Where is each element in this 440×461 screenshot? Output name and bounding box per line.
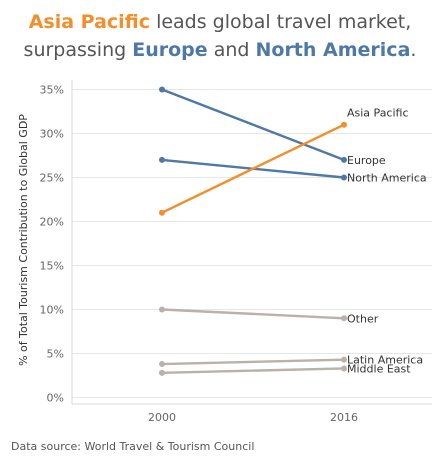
point-asia-pacific-2016 [341, 121, 347, 128]
point-europe-2016 [341, 156, 347, 163]
point-latin-america-2000 [159, 361, 165, 368]
chart-title: Asia Pacific leads global travel market,… [0, 8, 440, 64]
point-latin-america-2016 [341, 356, 347, 363]
y-tick-label-0: 0% [47, 392, 64, 405]
y-axis-title: % of Total Tourism Contribution to Globa… [17, 114, 30, 366]
y-tick-label-30: 30% [40, 128, 64, 141]
point-other-2016 [341, 315, 347, 322]
point-other-2000 [159, 306, 165, 313]
end-label-middle-east: Middle East [347, 362, 411, 375]
y-tick-label-20: 20% [40, 216, 64, 229]
y-tick-label-15: 15% [40, 260, 64, 273]
point-europe-2000 [159, 86, 165, 93]
title-line-1: Asia Pacific leads global travel market, [0, 8, 440, 36]
point-middle-east-2016 [341, 365, 347, 372]
title-highlight-north-america: North America [255, 39, 411, 61]
x-tick-label-2016: 2016 [330, 411, 358, 424]
y-tick-label-35: 35% [40, 84, 64, 97]
end-label-latin-america: Latin America [347, 354, 423, 367]
point-asia-pacific-2000 [159, 209, 165, 216]
title-highlight-europe: Europe [132, 39, 208, 61]
point-middle-east-2000 [159, 369, 165, 376]
series-line-latin-america [161, 358, 345, 366]
point-north-america-2000 [159, 156, 165, 163]
series-line-asia-pacific [161, 123, 345, 214]
title-line-2-suffix: . [410, 39, 417, 61]
y-tick-label-25: 25% [40, 172, 64, 185]
title-highlight-asia-pacific: Asia Pacific [28, 11, 151, 33]
title-line-2-mid: and [207, 39, 256, 61]
title-line-1-rest: leads global travel market, [150, 11, 412, 33]
series-line-middle-east [161, 367, 345, 375]
end-label-asia-pacific: Asia Pacific [347, 107, 409, 120]
end-label-other: Other [347, 312, 379, 325]
title-line-2-prefix: surpassing [23, 39, 133, 61]
x-tick-label-2000: 2000 [148, 411, 176, 424]
point-north-america-2016 [341, 174, 347, 181]
title-line-2: surpassing Europe and North America. [0, 36, 440, 64]
data-source-note: Data source: World Travel & Tourism Coun… [11, 440, 255, 453]
end-label-europe: Europe [347, 154, 386, 167]
series-line-other [161, 308, 345, 320]
y-tick-label-10: 10% [40, 304, 64, 317]
y-tick-label-5: 5% [47, 348, 64, 361]
series-line-europe [161, 88, 345, 162]
end-label-north-america: North America [347, 172, 427, 185]
